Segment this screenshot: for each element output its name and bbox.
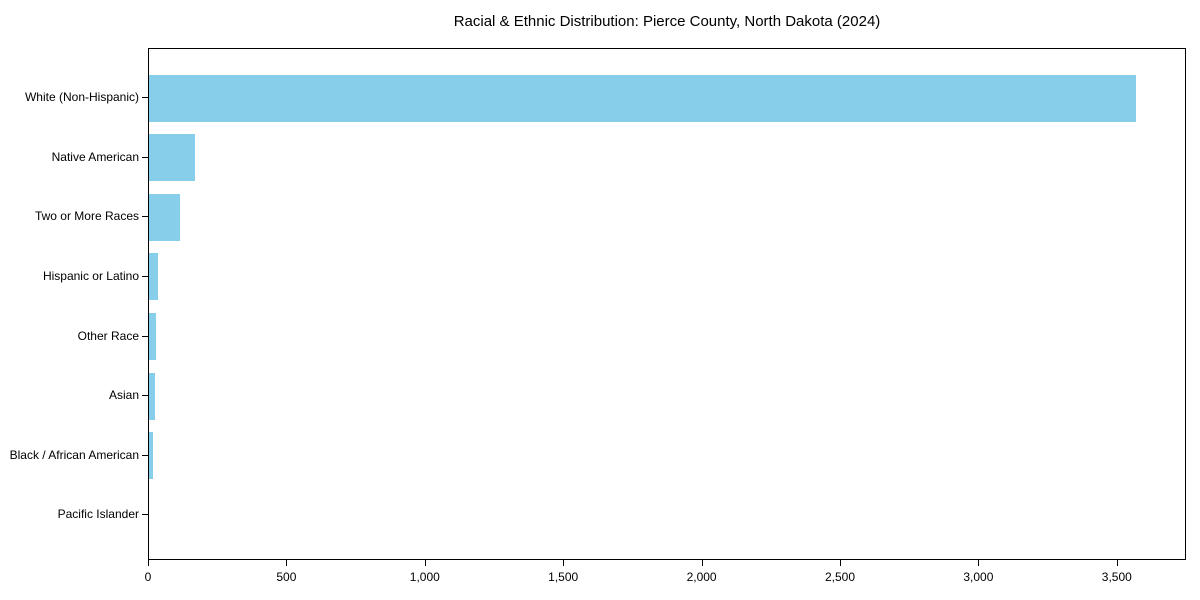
bar: [149, 134, 195, 182]
y-tick-label: Pacific Islander: [57, 507, 139, 522]
x-tick-label: 3,000: [963, 570, 994, 584]
y-tick-label: Native American: [51, 149, 139, 164]
bar: [149, 432, 153, 480]
x-tick-mark: [563, 560, 565, 566]
y-tick-mark: [142, 335, 148, 337]
x-tick-mark: [1116, 560, 1118, 566]
x-tick-mark: [840, 560, 841, 566]
y-tick-mark: [142, 156, 148, 158]
x-tick-label: 1,500: [548, 570, 579, 584]
y-tick-mark: [142, 454, 148, 456]
x-tick-label: 1,000: [409, 570, 440, 584]
plot-area: [148, 48, 1186, 560]
x-tick-mark: [978, 560, 980, 566]
x-tick-label: 3,500: [1101, 570, 1132, 584]
x-tick-label: 2,000: [686, 570, 717, 584]
bar: [149, 74, 1137, 122]
y-tick-mark: [142, 395, 148, 397]
y-tick-label: Asian: [108, 388, 139, 403]
y-tick-label: Two or More Races: [34, 209, 139, 224]
bar: [149, 313, 156, 361]
x-tick-label: 2,500: [824, 570, 856, 584]
y-tick-mark: [142, 514, 148, 516]
bar: [149, 253, 158, 301]
y-tick-label: Hispanic or Latino: [42, 268, 139, 283]
y-tick-label: Other Race: [77, 328, 139, 343]
y-tick-label: White (Non-Hispanic): [24, 90, 139, 104]
x-tick-mark: [286, 560, 288, 566]
chart-title: Racial & Ethnic Distribution: Pierce Cou…: [453, 13, 881, 30]
x-tick-mark: [701, 560, 703, 566]
y-tick-mark: [142, 97, 148, 98]
x-tick-label: 0: [144, 570, 152, 584]
bar: [149, 372, 155, 420]
y-tick-label: Black / African American: [9, 447, 139, 462]
x-tick-mark: [424, 560, 426, 566]
x-tick-label: 500: [276, 570, 297, 584]
x-tick-mark: [148, 560, 149, 566]
y-tick-mark: [142, 275, 148, 277]
bar: [149, 193, 181, 241]
y-tick-mark: [142, 216, 148, 218]
